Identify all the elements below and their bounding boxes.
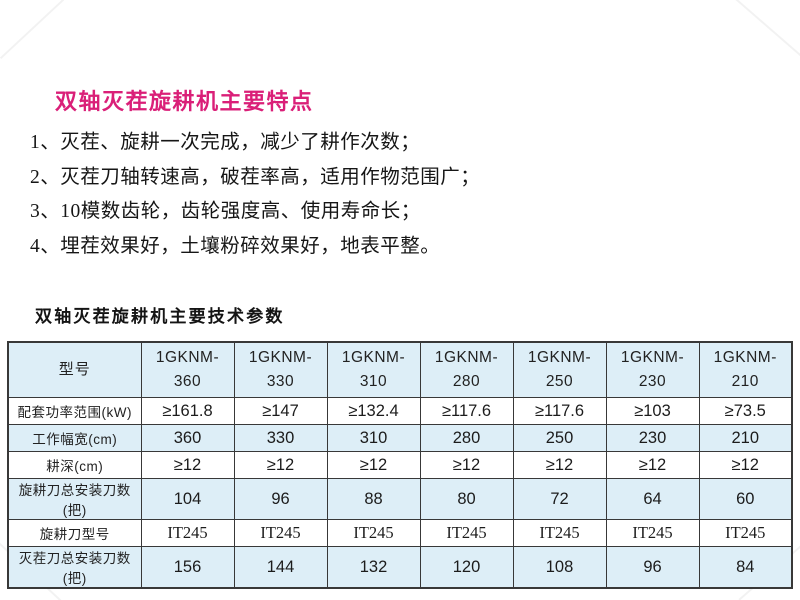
header-model-2: 1GKNM- 330 [233,341,328,398]
cell-value: ≥117.6 [419,397,514,425]
cell-value: 360 [140,424,235,452]
specs-table: 型号 1GKNM- 360 1GKNM- 330 1GKNM- 310 1GKN… [7,341,793,589]
cell-value: ≥147 [233,397,328,425]
params-title: 双轴灭茬旋耕机主要技术参数 [35,307,285,326]
header-model-5: 1GKNM- 250 [512,341,607,398]
cell-value: 120 [419,546,514,589]
header-model-4: 1GKNM- 280 [419,341,514,398]
cell-value: 80 [419,478,514,520]
cell-value: 72 [512,478,607,520]
row-label: 旋耕刀总安装刀数(把) [7,478,142,520]
specs-table-body: 配套功率范围(kW) ≥161.8 ≥147 ≥132.4 ≥117.6 ≥117.6 ≥1… [7,397,793,589]
features-title: 双轴灭茬旋耕机主要特点 [55,89,314,114]
cell-value: ≥117.6 [512,397,607,425]
cell-value: IT245 [233,519,328,547]
cell-value: ≥161.8 [140,397,235,425]
cell-value: 96 [233,478,328,520]
row-label: 工作幅宽(cm) [7,424,142,452]
header-row: 型号 1GKNM- 360 1GKNM- 330 1GKNM- 310 1GKN… [7,341,793,398]
cell-value: 280 [419,424,514,452]
cell-value: IT245 [140,519,235,547]
table-row: 工作幅宽(cm) 360 330 310 280 250 230 210 [7,424,793,452]
cell-value: ≥12 [326,451,421,479]
header-model-3: 1GKNM- 310 [326,341,421,398]
cell-value: 250 [512,424,607,452]
table-row: 旋耕刀总安装刀数(把) 104 96 88 80 72 64 60 [7,478,793,520]
table-row: 灭茬刀总安装刀数(把) 156 144 132 120 108 96 84 [7,546,793,589]
corner-artifact-top-right [734,0,800,56]
cell-value: 230 [605,424,700,452]
cell-value: 60 [698,478,793,520]
row-label: 旋耕刀型号 [7,519,142,547]
cell-value: IT245 [605,519,700,547]
row-label: 耕深(cm) [7,451,142,479]
features-list: 1、灭茬、旋耕一次完成，减少了耕作次数； 2、灭茬刀轴转速高，破茬率高，适用作物… [30,126,480,264]
cell-value: 104 [140,478,235,520]
cell-value: ≥12 [698,451,793,479]
cell-value: IT245 [419,519,514,547]
header-model-1: 1GKNM- 360 [140,341,235,398]
feature-item-1: 1、灭茬、旋耕一次完成，减少了耕作次数； [30,132,421,153]
row-label: 灭茬刀总安装刀数(把) [7,546,142,589]
header-model-6: 1GKNM- 230 [605,341,700,398]
cell-value: ≥12 [233,451,328,479]
table-row: 配套功率范围(kW) ≥161.8 ≥147 ≥132.4 ≥117.6 ≥117.6 ≥1… [7,397,793,425]
cell-value: 84 [698,546,793,589]
cell-value: 330 [233,424,328,452]
cell-value: IT245 [698,519,793,547]
specs-table-header: 型号 1GKNM- 360 1GKNM- 330 1GKNM- 310 1GKN… [7,341,793,398]
cell-value: 210 [698,424,793,452]
table-row: 旋耕刀型号 IT245 IT245 IT245 IT245 IT245 IT245 IT245 [7,519,793,547]
cell-value: ≥12 [140,451,235,479]
cell-value: ≥12 [605,451,700,479]
cell-value: 108 [512,546,607,589]
feature-item-3: 3、10模数齿轮，齿轮强度高、使用寿命长； [30,201,421,222]
cell-value: IT245 [512,519,607,547]
feature-item-2: 2、灭茬刀轴转速高，破茬率高，适用作物范围广； [30,166,481,188]
header-model-7: 1GKNM- 210 [698,341,793,398]
cell-value: ≥103 [605,397,700,425]
cell-value: IT245 [326,519,421,547]
cell-value: 88 [326,478,421,520]
table-row: 耕深(cm) ≥12 ≥12 ≥12 ≥12 ≥12 ≥12 ≥12 [7,451,793,479]
row-label: 配套功率范围(kW) [7,397,142,425]
cell-value: 64 [605,478,700,520]
cell-value: ≥12 [512,451,607,479]
cell-value: 156 [140,546,235,589]
corner-artifact-top-left [0,0,65,60]
cell-value: 144 [233,546,328,589]
cell-value: 310 [326,424,421,452]
header-model-label: 型号 [7,341,142,398]
feature-item-4: 4、埋茬效果好，土壤粉碎效果好，地表平整。 [30,235,441,257]
cell-value: 132 [326,546,421,589]
cell-value: ≥73.5 [698,397,793,425]
cell-value: ≥132.4 [326,397,421,425]
cell-value: ≥12 [419,451,514,479]
cell-value: 96 [605,546,700,589]
